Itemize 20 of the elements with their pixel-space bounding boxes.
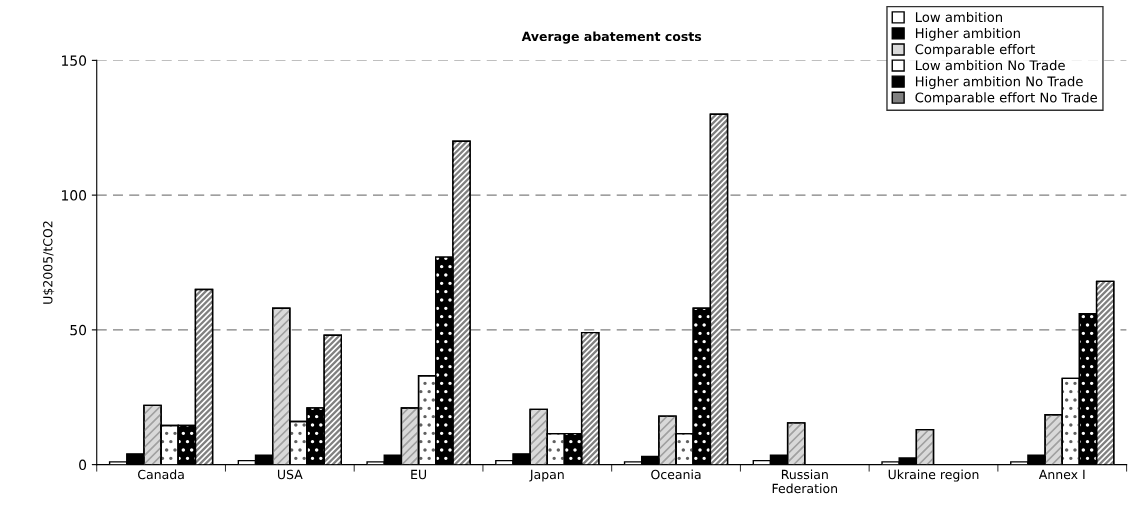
y-axis-title: U$2005/tCO2 [42,221,55,304]
x-tick-label: Ukraine region [888,469,979,482]
x-tick-label: USA [277,469,303,480]
y-tick-label: 150 [62,55,87,66]
y-tick-label: 100 [62,190,87,201]
x-tick-label: Canada [138,469,184,480]
x-tick-label: Annex I [1038,469,1085,480]
x-tick-label: Japan [529,469,564,482]
legend-label: Comparable effort [915,44,1035,57]
x-tick-label: Russian Federation [772,469,837,494]
legend-label: Higher ambition [915,27,1020,41]
legend-label: Low ambition No Trade [915,60,1065,71]
legend-label: Higher ambition No Trade [915,76,1083,89]
y-tick-label: 0 [79,459,87,471]
x-tick-label: EU [411,469,427,480]
legend-label: Comparable effort No Trade [915,92,1097,105]
chart-title: Average abatement costs [521,31,702,44]
legend-label: Low ambition [915,11,1002,23]
x-tick-label: Oceania [651,469,701,480]
y-tick-label: 50 [70,324,87,336]
